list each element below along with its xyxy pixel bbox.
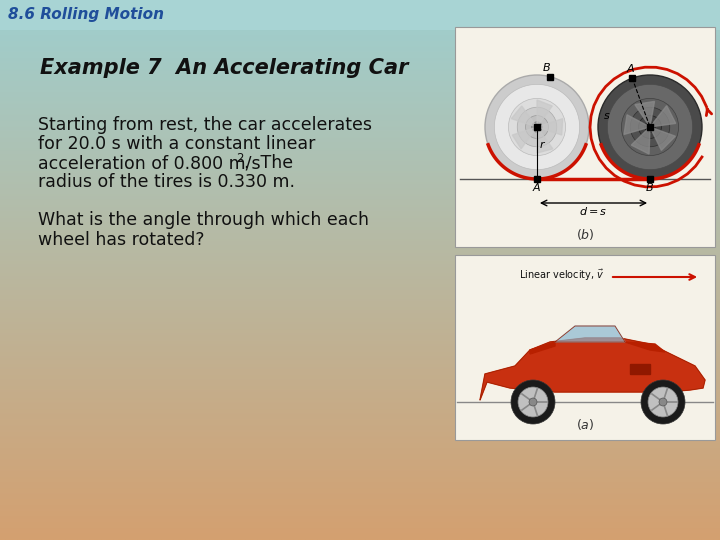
Text: .  The: . The [244, 154, 293, 172]
Polygon shape [650, 106, 676, 127]
Polygon shape [512, 127, 537, 149]
Polygon shape [630, 364, 650, 374]
Polygon shape [537, 100, 552, 127]
Text: Linear velocity, $\vec{v}$: Linear velocity, $\vec{v}$ [519, 267, 605, 283]
Circle shape [659, 398, 667, 406]
Polygon shape [625, 342, 665, 352]
Circle shape [645, 122, 655, 132]
Text: $(a)$: $(a)$ [576, 416, 594, 431]
Circle shape [518, 387, 548, 417]
Polygon shape [555, 326, 625, 342]
Circle shape [621, 98, 679, 156]
Text: s: s [603, 111, 609, 121]
Text: for 20.0 s with a constant linear: for 20.0 s with a constant linear [38, 135, 315, 153]
Polygon shape [635, 102, 654, 127]
Text: r: r [540, 140, 544, 150]
Text: acceleration of 0.800 m/s: acceleration of 0.800 m/s [38, 154, 261, 172]
Text: B: B [542, 63, 550, 73]
Circle shape [648, 387, 678, 417]
Text: $d = s$: $d = s$ [580, 205, 608, 217]
Polygon shape [480, 338, 705, 400]
Polygon shape [631, 127, 650, 154]
Polygon shape [650, 127, 675, 150]
Circle shape [532, 122, 542, 132]
FancyBboxPatch shape [455, 27, 715, 247]
Polygon shape [537, 127, 553, 153]
Text: A: A [533, 183, 541, 193]
Text: 8.6 Rolling Motion: 8.6 Rolling Motion [8, 8, 164, 23]
Circle shape [639, 116, 662, 138]
Text: A: A [626, 64, 634, 74]
FancyBboxPatch shape [455, 255, 715, 440]
Circle shape [529, 398, 537, 406]
Text: $(b)$: $(b)$ [576, 227, 594, 242]
Text: Starting from rest, the car accelerates: Starting from rest, the car accelerates [38, 116, 372, 134]
Polygon shape [537, 119, 563, 135]
Circle shape [508, 98, 566, 156]
Text: Example 7  An Accelerating Car: Example 7 An Accelerating Car [40, 58, 408, 78]
Text: 2: 2 [236, 152, 243, 165]
Text: What is the angle through which each: What is the angle through which each [38, 211, 369, 229]
Text: radius of the tires is 0.330 m.: radius of the tires is 0.330 m. [38, 173, 295, 191]
Text: B: B [646, 183, 654, 193]
Circle shape [526, 116, 549, 138]
Circle shape [641, 380, 685, 424]
Circle shape [495, 84, 580, 170]
Circle shape [598, 75, 702, 179]
Polygon shape [511, 106, 537, 127]
Text: wheel has rotated?: wheel has rotated? [38, 231, 204, 249]
Circle shape [517, 107, 557, 147]
Circle shape [485, 75, 589, 179]
Circle shape [511, 380, 555, 424]
Circle shape [608, 84, 693, 170]
Polygon shape [530, 342, 555, 354]
Polygon shape [624, 115, 650, 134]
Circle shape [630, 107, 670, 147]
FancyBboxPatch shape [0, 0, 720, 30]
